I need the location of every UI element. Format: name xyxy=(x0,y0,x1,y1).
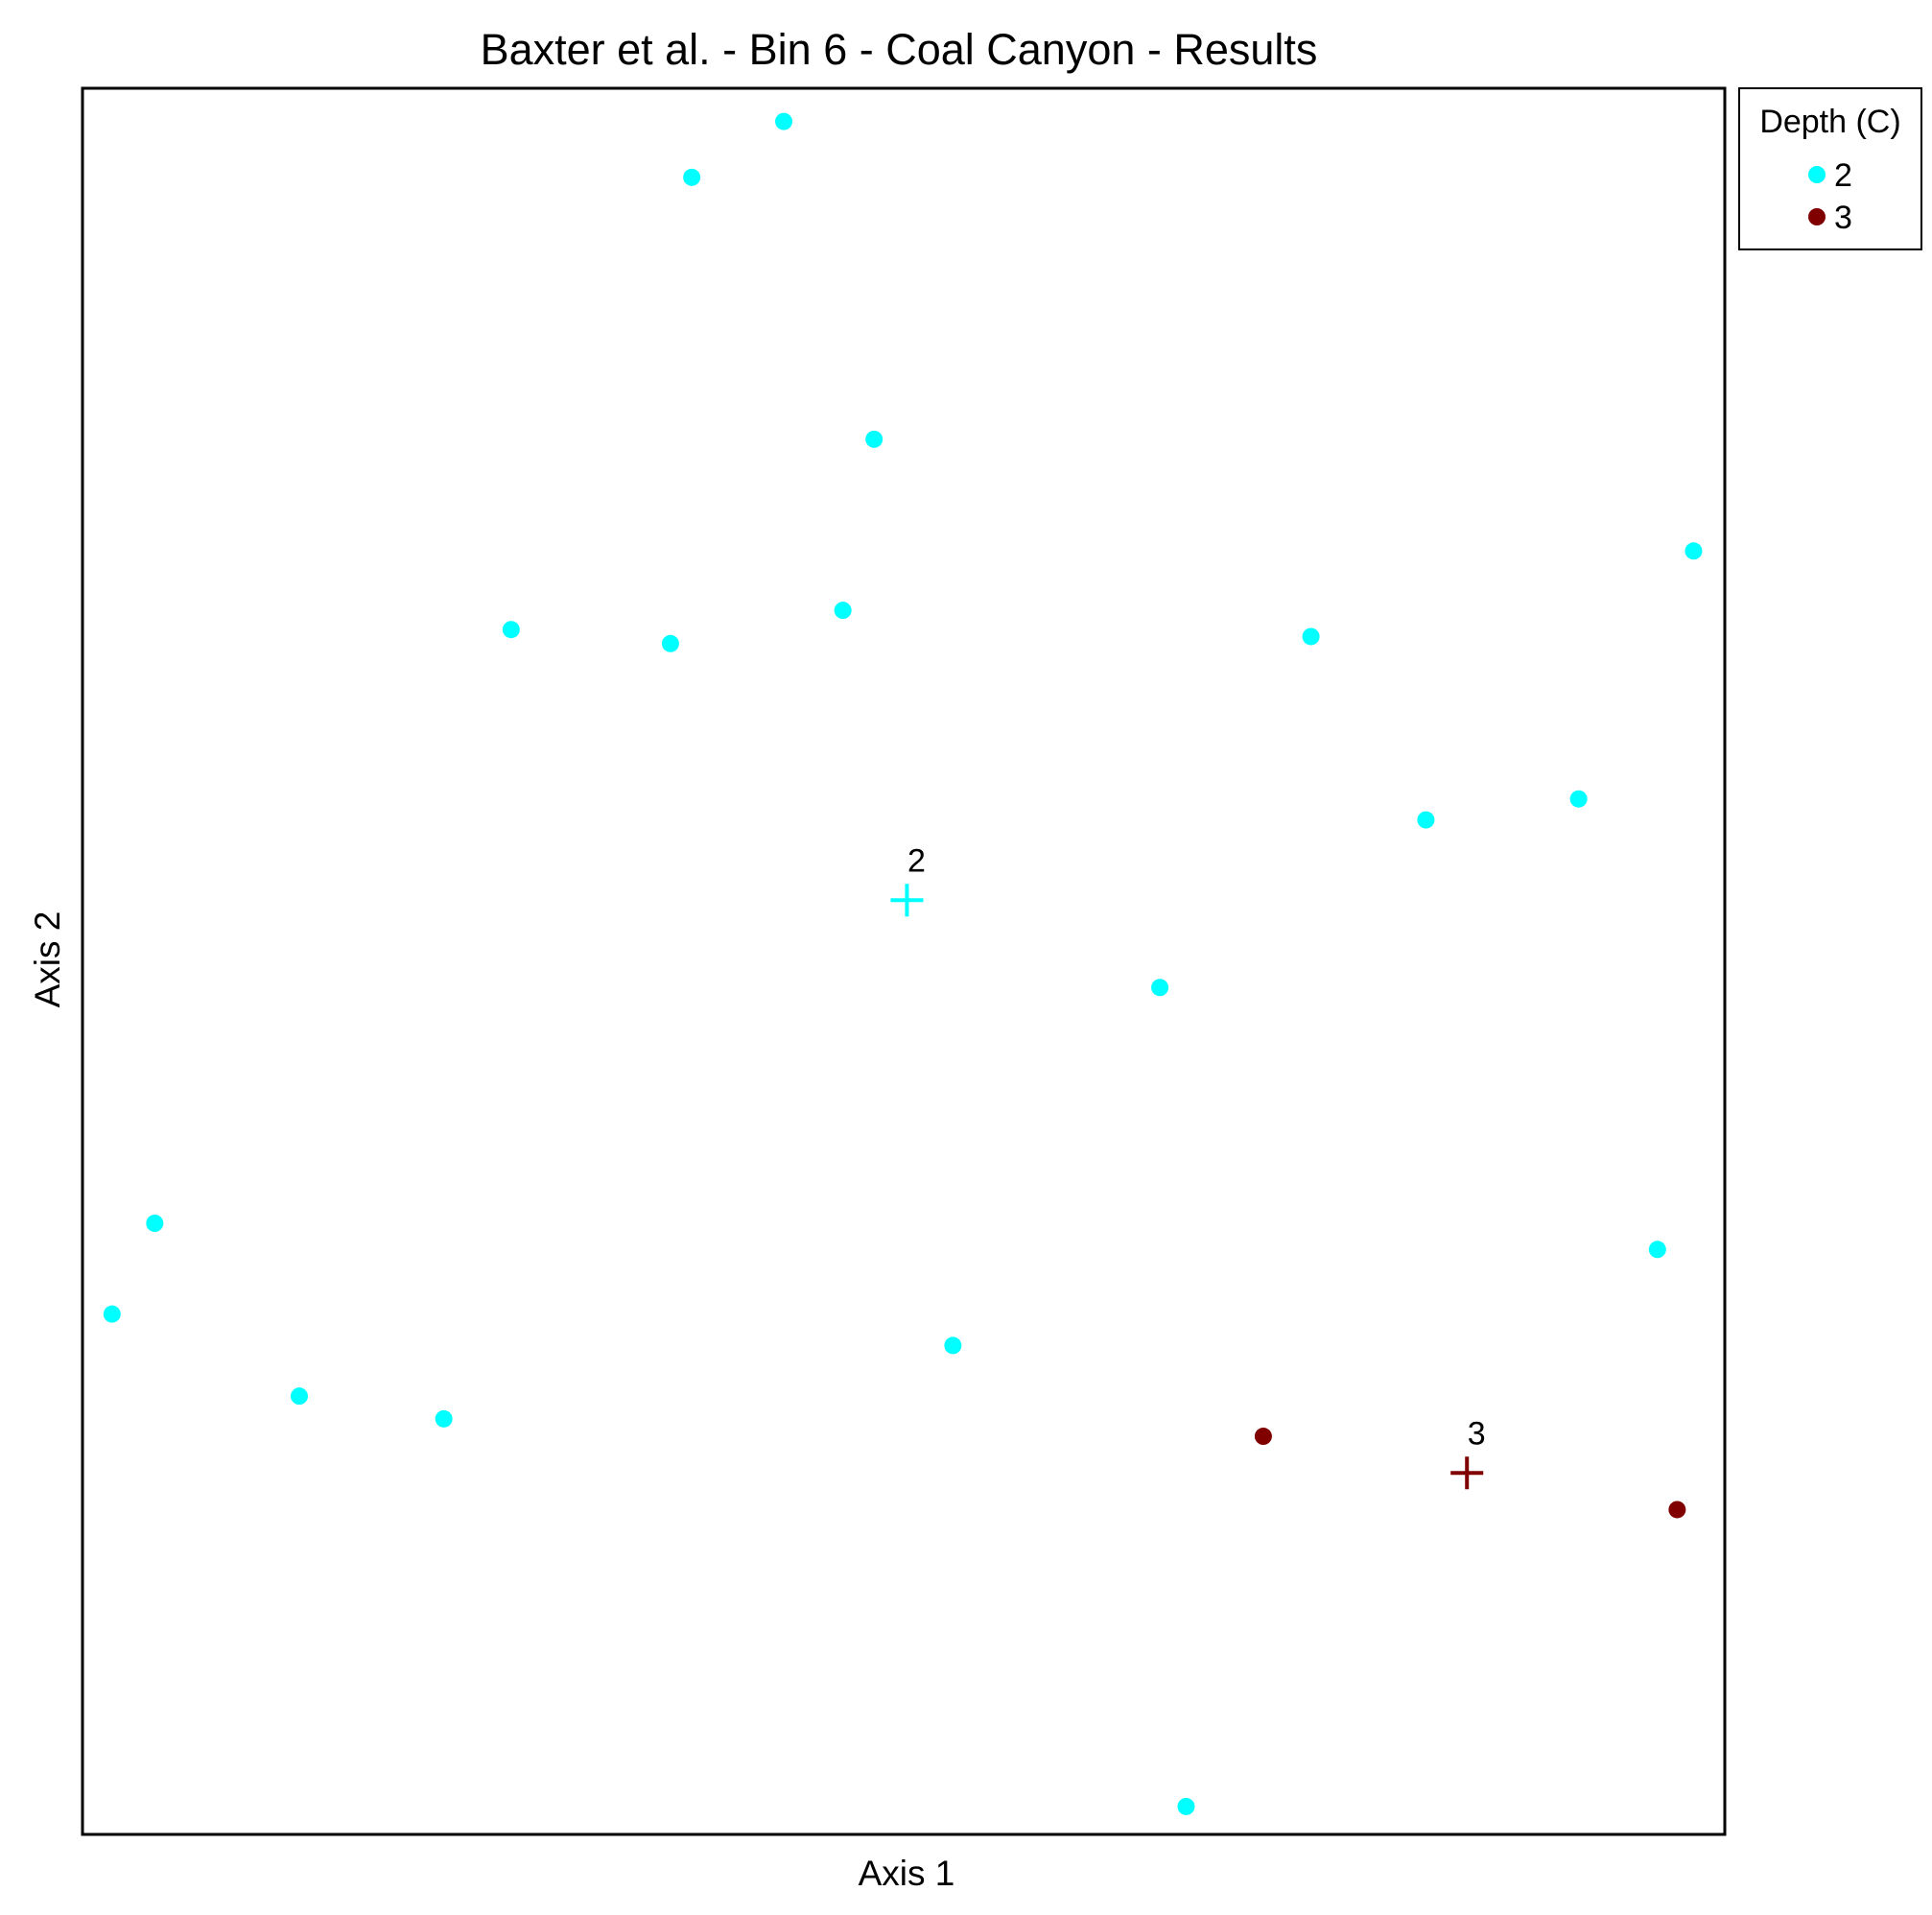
centroid-label-3: 3 xyxy=(1468,1415,1486,1452)
point-series-2-1 xyxy=(683,168,701,186)
point-series-2-16 xyxy=(1648,1241,1666,1259)
centroid-label-2: 2 xyxy=(907,842,926,879)
legend-box xyxy=(1738,87,1922,250)
point-series-2-14 xyxy=(435,1409,453,1428)
point-series-3-1 xyxy=(1668,1501,1686,1519)
point-series-2-9 xyxy=(1569,790,1588,808)
legend-label-3: 3 xyxy=(1834,200,1852,236)
centroid-marker-2 xyxy=(890,884,924,917)
point-series-2-8 xyxy=(1417,811,1435,829)
legend-title: Depth (C) xyxy=(1759,104,1900,140)
point-series-2-11 xyxy=(146,1215,164,1232)
point-series-2-0 xyxy=(775,112,793,130)
legend-entries: 23 xyxy=(1808,157,1852,236)
point-series-2-13 xyxy=(290,1387,308,1406)
point-series-2-6 xyxy=(834,602,852,620)
point-series-2-15 xyxy=(944,1336,962,1355)
data-marks: 23 xyxy=(103,112,1703,1815)
legend-marker-2 xyxy=(1808,166,1826,183)
point-series-2-10 xyxy=(1151,979,1169,997)
centroid-marker-3 xyxy=(1450,1456,1484,1490)
point-series-2-17 xyxy=(1177,1797,1195,1815)
point-series-2-5 xyxy=(661,634,679,652)
point-series-3-0 xyxy=(1254,1428,1272,1446)
point-series-2-3 xyxy=(1685,542,1703,560)
legend: Depth (C) 23 xyxy=(1738,87,1922,250)
point-series-2-12 xyxy=(103,1305,121,1323)
legend-label-2: 2 xyxy=(1834,157,1852,194)
point-series-2-4 xyxy=(502,621,520,639)
plot-area xyxy=(81,86,1727,1836)
chart-title: Baxter et al. - Bin 6 - Coal Canyon - Re… xyxy=(481,25,1318,74)
point-series-2-7 xyxy=(1302,627,1320,646)
legend-marker-3 xyxy=(1808,208,1826,225)
x-axis-label: Axis 1 xyxy=(859,1854,955,1893)
point-series-2-2 xyxy=(865,430,884,448)
y-axis-label: Axis 2 xyxy=(28,911,67,1008)
